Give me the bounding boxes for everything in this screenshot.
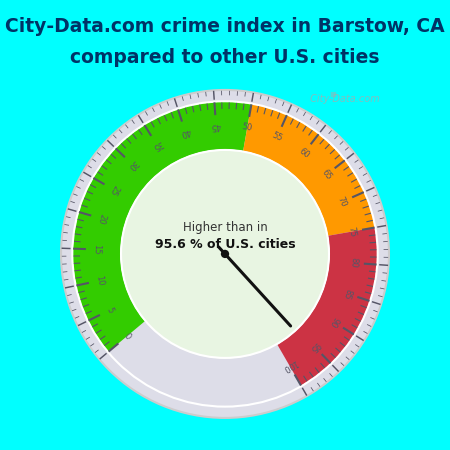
Text: 35: 35: [150, 139, 164, 152]
Text: 15: 15: [92, 244, 101, 255]
Text: 0: 0: [122, 332, 132, 342]
Circle shape: [61, 90, 389, 418]
Circle shape: [121, 149, 329, 359]
Text: compared to other U.S. cities: compared to other U.S. cities: [70, 48, 380, 67]
Text: 95: 95: [307, 339, 321, 353]
Text: 50: 50: [241, 122, 253, 133]
Polygon shape: [73, 102, 252, 352]
Text: 100: 100: [280, 357, 298, 373]
Text: Higher than in: Higher than in: [183, 221, 267, 234]
Text: 65: 65: [320, 168, 333, 182]
Polygon shape: [243, 104, 375, 236]
Polygon shape: [277, 228, 377, 386]
Text: 10: 10: [94, 274, 105, 287]
Text: ◼: ◼: [329, 90, 337, 99]
Text: 75: 75: [346, 225, 357, 238]
Text: 45: 45: [211, 121, 221, 131]
Text: 20: 20: [96, 212, 108, 225]
Text: 85: 85: [341, 287, 353, 300]
Text: 30: 30: [126, 158, 140, 172]
Text: 40: 40: [179, 126, 192, 138]
Circle shape: [221, 250, 229, 258]
Text: City-Data.com: City-Data.com: [307, 94, 379, 104]
Text: 55: 55: [270, 130, 284, 143]
Text: 25: 25: [108, 183, 121, 197]
Text: 70: 70: [336, 195, 348, 208]
Text: 80: 80: [348, 257, 358, 269]
Text: 5: 5: [104, 306, 115, 315]
Text: 60: 60: [297, 146, 311, 160]
Text: City-Data.com crime index in Barstow, CA: City-Data.com crime index in Barstow, CA: [5, 17, 445, 36]
Text: 95.6 % of U.S. cities: 95.6 % of U.S. cities: [155, 238, 295, 251]
Text: 90: 90: [327, 315, 341, 329]
